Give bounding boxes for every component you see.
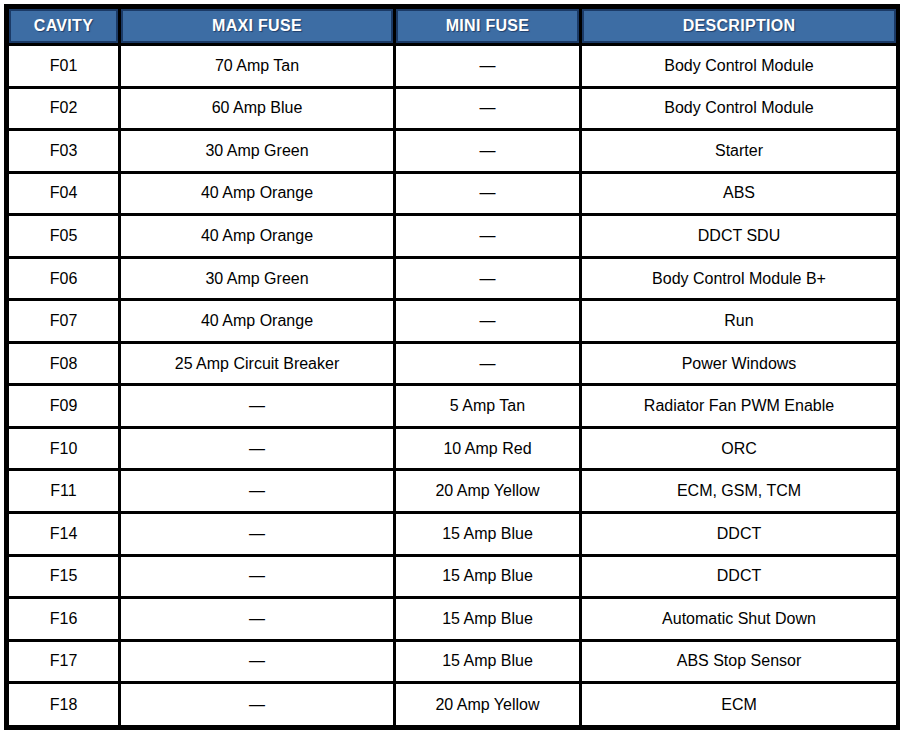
cell-mini-fuse: — <box>395 45 581 88</box>
cell-cavity: F09 <box>7 385 120 428</box>
table-row: F0260 Amp Blue—Body Control Module <box>7 87 899 130</box>
cell-mini-fuse: 5 Amp Tan <box>395 385 581 428</box>
cell-description: Radiator Fan PWM Enable <box>581 385 899 428</box>
cell-cavity: F03 <box>7 130 120 173</box>
cell-maxi-fuse: 30 Amp Green <box>120 130 395 173</box>
table-header: CAVITYMAXI FUSEMINI FUSEDESCRIPTION <box>7 7 899 45</box>
cell-mini-fuse: 15 Amp Blue <box>395 555 581 598</box>
cell-description: Automatic Shut Down <box>581 598 899 641</box>
cell-description: Body Control Module <box>581 87 899 130</box>
cell-maxi-fuse: 70 Amp Tan <box>120 45 395 88</box>
cell-mini-fuse: 15 Amp Blue <box>395 640 581 683</box>
cell-mini-fuse: — <box>395 300 581 343</box>
cell-cavity: F06 <box>7 257 120 300</box>
cell-description: ABS Stop Sensor <box>581 640 899 683</box>
cell-cavity: F04 <box>7 172 120 215</box>
cell-maxi-fuse: — <box>120 683 395 728</box>
cell-description: ECM <box>581 683 899 728</box>
header-cell-maxi-fuse: MAXI FUSE <box>120 7 395 45</box>
header-cell-description: DESCRIPTION <box>581 7 899 45</box>
table-row: F0740 Amp Orange—Run <box>7 300 899 343</box>
cell-cavity: F11 <box>7 470 120 513</box>
cell-description: ORC <box>581 427 899 470</box>
cell-cavity: F15 <box>7 555 120 598</box>
cell-cavity: F07 <box>7 300 120 343</box>
table-row: F0330 Amp Green—Starter <box>7 130 899 173</box>
cell-maxi-fuse: — <box>120 427 395 470</box>
cell-cavity: F02 <box>7 87 120 130</box>
cell-maxi-fuse: — <box>120 598 395 641</box>
cell-cavity: F01 <box>7 45 120 88</box>
cell-description: Run <box>581 300 899 343</box>
cell-cavity: F05 <box>7 215 120 258</box>
table-row: F14—15 Amp BlueDDCT <box>7 513 899 556</box>
cell-mini-fuse: — <box>395 257 581 300</box>
cell-cavity: F17 <box>7 640 120 683</box>
fuse-specification-table: CAVITYMAXI FUSEMINI FUSEDESCRIPTION F017… <box>4 4 900 730</box>
table-row: F0825 Amp Circuit Breaker—Power Windows <box>7 342 899 385</box>
fuse-table-container: CAVITYMAXI FUSEMINI FUSEDESCRIPTION F017… <box>0 0 900 734</box>
table-row: F18—20 Amp YellowECM <box>7 683 899 728</box>
table-row: F10—10 Amp RedORC <box>7 427 899 470</box>
cell-maxi-fuse: 40 Amp Orange <box>120 300 395 343</box>
cell-description: DDCT SDU <box>581 215 899 258</box>
table-body: F0170 Amp Tan—Body Control ModuleF0260 A… <box>7 45 899 728</box>
cell-cavity: F18 <box>7 683 120 728</box>
cell-cavity: F14 <box>7 513 120 556</box>
header-cell-mini-fuse: MINI FUSE <box>395 7 581 45</box>
cell-mini-fuse: — <box>395 87 581 130</box>
cell-mini-fuse: — <box>395 172 581 215</box>
cell-maxi-fuse: — <box>120 555 395 598</box>
cell-maxi-fuse: 30 Amp Green <box>120 257 395 300</box>
cell-maxi-fuse: 60 Amp Blue <box>120 87 395 130</box>
cell-mini-fuse: 20 Amp Yellow <box>395 683 581 728</box>
cell-cavity: F16 <box>7 598 120 641</box>
header-cell-cavity: CAVITY <box>7 7 120 45</box>
cell-maxi-fuse: — <box>120 640 395 683</box>
cell-mini-fuse: — <box>395 342 581 385</box>
cell-maxi-fuse: — <box>120 385 395 428</box>
cell-description: DDCT <box>581 513 899 556</box>
cell-mini-fuse: — <box>395 130 581 173</box>
table-row: F0440 Amp Orange—ABS <box>7 172 899 215</box>
cell-mini-fuse: — <box>395 215 581 258</box>
table-row: F16—15 Amp BlueAutomatic Shut Down <box>7 598 899 641</box>
table-row: F0630 Amp Green—Body Control Module B+ <box>7 257 899 300</box>
cell-maxi-fuse: 40 Amp Orange <box>120 172 395 215</box>
cell-mini-fuse: 15 Amp Blue <box>395 513 581 556</box>
table-row: F15—15 Amp BlueDDCT <box>7 555 899 598</box>
table-row: F0170 Amp Tan—Body Control Module <box>7 45 899 88</box>
table-row: F11—20 Amp YellowECM, GSM, TCM <box>7 470 899 513</box>
header-row: CAVITYMAXI FUSEMINI FUSEDESCRIPTION <box>7 7 899 45</box>
cell-description: DDCT <box>581 555 899 598</box>
cell-description: Starter <box>581 130 899 173</box>
cell-description: Body Control Module <box>581 45 899 88</box>
table-row: F09—5 Amp TanRadiator Fan PWM Enable <box>7 385 899 428</box>
cell-cavity: F08 <box>7 342 120 385</box>
cell-mini-fuse: 10 Amp Red <box>395 427 581 470</box>
cell-description: Body Control Module B+ <box>581 257 899 300</box>
cell-maxi-fuse: — <box>120 470 395 513</box>
cell-description: ABS <box>581 172 899 215</box>
cell-mini-fuse: 20 Amp Yellow <box>395 470 581 513</box>
cell-description: Power Windows <box>581 342 899 385</box>
table-row: F0540 Amp Orange—DDCT SDU <box>7 215 899 258</box>
cell-cavity: F10 <box>7 427 120 470</box>
cell-maxi-fuse: 25 Amp Circuit Breaker <box>120 342 395 385</box>
cell-maxi-fuse: — <box>120 513 395 556</box>
cell-maxi-fuse: 40 Amp Orange <box>120 215 395 258</box>
cell-mini-fuse: 15 Amp Blue <box>395 598 581 641</box>
table-row: F17—15 Amp BlueABS Stop Sensor <box>7 640 899 683</box>
cell-description: ECM, GSM, TCM <box>581 470 899 513</box>
